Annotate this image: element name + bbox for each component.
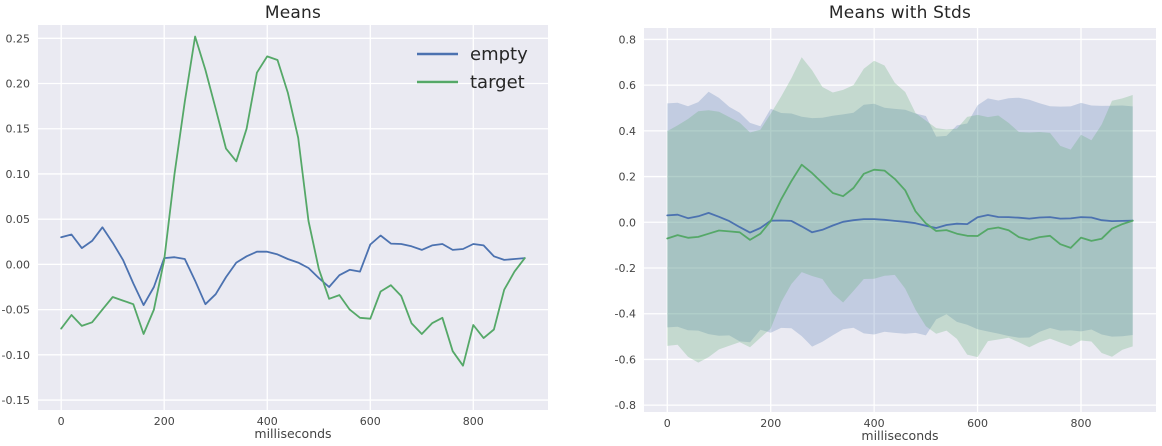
series-line-empty bbox=[60, 226, 526, 306]
y-tick-label: -0.2 bbox=[615, 262, 636, 275]
y-tick-label: 0.15 bbox=[6, 123, 31, 136]
std-band-empty bbox=[667, 91, 1133, 347]
y-tick-label: 0.4 bbox=[619, 125, 637, 138]
x-tick-label: 800 bbox=[463, 415, 484, 428]
y-tick-label: -0.10 bbox=[2, 349, 30, 362]
axes-background bbox=[644, 28, 1156, 412]
x-axis-label-milliseconds-left: milliseconds bbox=[254, 426, 332, 441]
y-tick-label: 0.25 bbox=[6, 32, 31, 45]
y-tick-label: -0.8 bbox=[615, 399, 636, 412]
y-tick-label: 0.05 bbox=[6, 213, 31, 226]
chart-means-with-stds: 0.8 0.6 0.4 0.2 0.0 -0.2 -0.4 -0.6 -0.8 0 200 400 60… bbox=[615, 28, 1156, 430]
x-tick-label: 200 bbox=[760, 417, 781, 430]
legend: empty target bbox=[417, 44, 528, 93]
y-tick-label: -0.4 bbox=[615, 308, 636, 321]
y-tick-label: 0.2 bbox=[619, 171, 637, 184]
chart-means: 0.25 0.20 0.15 0.10 0.05 0.00 -0.05 -0.10 -0.15 0… bbox=[2, 25, 548, 428]
axes-background bbox=[38, 25, 548, 410]
x-tick-label: 0 bbox=[664, 417, 671, 430]
legend-label-target: target bbox=[470, 72, 525, 93]
legend-label-empty: empty bbox=[470, 44, 528, 65]
y-tick-label: 0.8 bbox=[619, 33, 637, 46]
x-axis-label-milliseconds-right: milliseconds bbox=[861, 428, 939, 443]
x-tick-label: 0 bbox=[58, 415, 65, 428]
chart-title-means-with-stds: Means with Stds bbox=[828, 3, 972, 23]
y-tick-label: 0.0 bbox=[619, 216, 637, 229]
std-band-target bbox=[667, 57, 1133, 363]
chart-title-means: Means bbox=[264, 3, 322, 23]
y-tick-label: 0.00 bbox=[6, 258, 31, 271]
x-tick-label: 200 bbox=[154, 415, 175, 428]
series-line-target bbox=[60, 35, 526, 367]
x-tick-label: 800 bbox=[1071, 417, 1092, 430]
x-tick-label: 400 bbox=[864, 417, 885, 430]
legend-item-target: target bbox=[417, 72, 525, 93]
y-tick-label: -0.15 bbox=[2, 394, 30, 407]
x-tick-label: 600 bbox=[967, 417, 988, 430]
y-tick-label: 0.20 bbox=[6, 78, 31, 91]
y-tick-label: 0.10 bbox=[6, 168, 31, 181]
y-tick-label: 0.6 bbox=[619, 79, 637, 92]
x-tick-label: 600 bbox=[360, 415, 381, 428]
y-tick-label: -0.05 bbox=[2, 304, 30, 317]
legend-item-empty: empty bbox=[417, 44, 528, 65]
series-line-target bbox=[666, 163, 1134, 249]
y-tick-label: -0.6 bbox=[615, 353, 636, 366]
x-tick-label: 400 bbox=[257, 415, 278, 428]
series-line-empty bbox=[666, 212, 1134, 234]
